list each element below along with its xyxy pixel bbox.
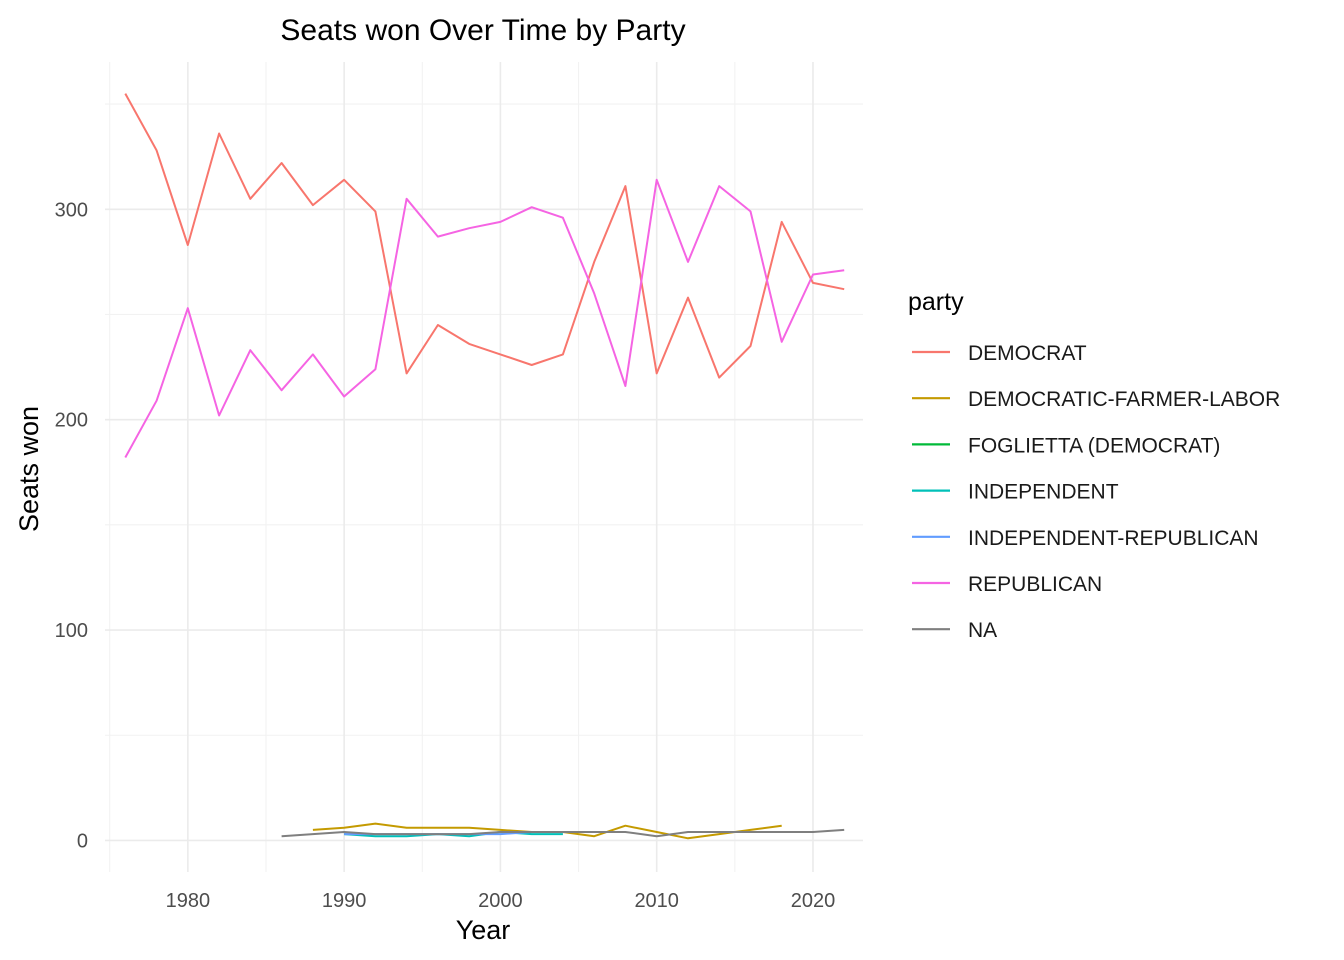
legend-label: INDEPENDENT	[968, 481, 1119, 504]
y-axis-title: Seats won	[14, 406, 44, 532]
grid-lines	[105, 62, 863, 872]
x-tick-label: 1980	[166, 890, 211, 912]
legend-label: REPUBLICAN	[968, 573, 1102, 596]
y-tick-label: 200	[55, 410, 88, 432]
legend-label: NA	[968, 619, 997, 642]
series-line-independent	[344, 831, 563, 838]
x-axis-title: Year	[456, 915, 511, 945]
legend-label: DEMOCRATIC-FARMER-LABOR	[968, 388, 1280, 411]
series-line-na	[281, 828, 845, 838]
x-tick-label: 2020	[791, 890, 836, 912]
y-axis-ticks: 0 100 200 300	[55, 199, 88, 852]
x-tick-label: 2000	[478, 890, 523, 912]
legend-title: party	[908, 288, 964, 316]
legend-label: FOGLIETTA (DEMOCRAT)	[968, 434, 1220, 457]
series-line-republican	[124, 178, 845, 458]
chart-title: Seats won Over Time by Party	[280, 14, 685, 47]
x-axis-ticks: 1980 1990 2000 2010 2020	[166, 890, 836, 912]
y-tick-label: 0	[77, 830, 88, 852]
legend: party DEMOCRAT DEMOCRATIC-FARMER-LABOR FOG…	[908, 288, 1280, 642]
series-lines	[124, 93, 845, 840]
legend-label: DEMOCRAT	[968, 342, 1087, 365]
y-tick-label: 300	[55, 199, 88, 221]
x-tick-label: 1990	[322, 890, 367, 912]
legend-items: DEMOCRAT DEMOCRATIC-FARMER-LABOR FOGLIETTA…	[912, 342, 1280, 642]
x-tick-label: 2010	[634, 890, 679, 912]
legend-label: INDEPENDENT-REPUBLICAN	[968, 527, 1259, 550]
y-tick-label: 100	[55, 620, 88, 642]
series-line-democrat	[124, 93, 845, 379]
